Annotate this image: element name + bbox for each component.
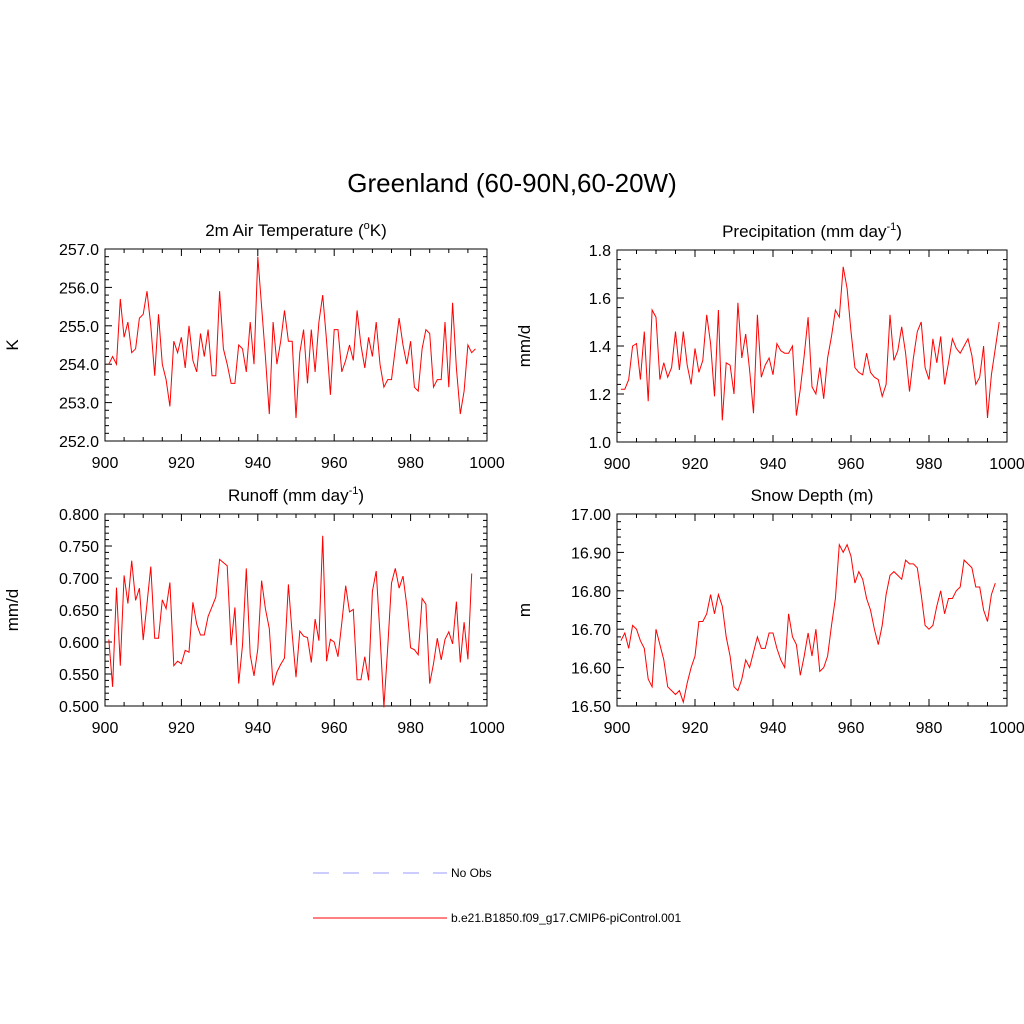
y-tick-label: 0.750: [59, 539, 99, 556]
y-tick-label: 1.0: [589, 435, 611, 452]
y-tick-label: 256.0: [59, 280, 99, 297]
plot-frame: [616, 513, 1008, 707]
panel-3: 900 920 940 960 980 1000 0.500 0.550 0.600 0.650 0…: [3, 485, 505, 737]
x-tick-label: 1000: [989, 456, 1024, 473]
x-tick-label: 960: [838, 720, 865, 737]
plot-frame: [616, 249, 1008, 443]
y-tick-label: 257.0: [59, 242, 99, 259]
y-tick-label: 254.0: [59, 357, 99, 374]
panel-title: Snow Depth (m): [751, 486, 874, 505]
x-tick-label: 960: [838, 456, 865, 473]
panel-title: Precipitation (mm day-1): [722, 221, 902, 241]
x-tick-label: 900: [604, 720, 631, 737]
y-axis-label: mm/d: [3, 589, 22, 632]
y-tick-label: 0.500: [59, 699, 99, 716]
x-tick-label: 1000: [469, 455, 505, 472]
series-line: [108, 256, 476, 419]
x-tick-label: 980: [916, 456, 943, 473]
x-tick-label: 940: [760, 456, 787, 473]
y-axis-label: m: [515, 603, 534, 617]
y-axis-label: K: [3, 339, 22, 351]
x-tick-label: 1000: [469, 720, 505, 737]
y-tick-label: 16.50: [571, 699, 611, 716]
legend: No Obs b.e21.B1850.f09_g17.CMIP6-piContro…: [313, 866, 681, 925]
y-tick-label: 252.0: [59, 434, 99, 451]
legend-label: b.e21.B1850.f09_g17.CMIP6-piControl.001: [451, 911, 681, 925]
y-tick-label: 0.800: [59, 507, 99, 524]
y-tick-label: 17.00: [571, 507, 611, 524]
series-line: [108, 535, 473, 708]
x-tick-label: 960: [321, 720, 348, 737]
x-tick-label: 960: [321, 455, 348, 472]
series-line: [620, 542, 996, 705]
x-tick-label: 920: [168, 720, 195, 737]
x-tick-label: 940: [244, 720, 271, 737]
y-tick-label: 0.650: [59, 603, 99, 620]
y-tick-label: 1.6: [589, 291, 611, 308]
panel-4: 900 920 940 960 980 1000 16.50 16.60 16.70 16.80 1…: [515, 486, 1024, 737]
x-tick-label: 980: [916, 720, 943, 737]
panel-2: 900 920 940 960 980 1000 1.0 1.2 1.4 1.6 1.8 Precip…: [515, 221, 1024, 473]
y-tick-label: 16.80: [571, 584, 611, 601]
y-tick-label: 16.90: [571, 545, 611, 562]
series-line: [620, 266, 1000, 421]
y-tick-label: 255.0: [59, 319, 99, 336]
y-tick-label: 16.70: [571, 622, 611, 639]
x-tick-label: 920: [682, 456, 709, 473]
x-tick-label: 1000: [989, 720, 1024, 737]
x-tick-label: 920: [168, 455, 195, 472]
x-tick-label: 980: [397, 455, 424, 472]
y-tick-label: 253.0: [59, 396, 99, 413]
y-tick-label: 0.550: [59, 667, 99, 684]
x-tick-label: 900: [92, 720, 119, 737]
panel-title: Runoff (mm day-1): [228, 485, 364, 505]
x-tick-label: 980: [397, 720, 424, 737]
x-tick-label: 920: [682, 720, 709, 737]
x-tick-label: 900: [604, 456, 631, 473]
x-tick-label: 900: [92, 455, 119, 472]
panel-1: 900 920 940 960 980 1000 252.0 253.0 254.0 255.0 2…: [3, 220, 505, 472]
panel-title: 2m Air Temperature (oK): [205, 220, 387, 240]
y-axis-label: mm/d: [515, 325, 534, 368]
y-tick-label: 1.4: [589, 339, 611, 356]
y-tick-label: 0.700: [59, 571, 99, 588]
figure-title: Greenland (60-90N,60-20W): [347, 168, 677, 198]
y-tick-label: 1.2: [589, 387, 611, 404]
y-tick-label: 16.60: [571, 661, 611, 678]
legend-label: No Obs: [451, 866, 492, 880]
x-tick-label: 940: [760, 720, 787, 737]
y-tick-label: 1.8: [589, 243, 611, 260]
y-tick-label: 0.600: [59, 635, 99, 652]
x-tick-label: 940: [244, 455, 271, 472]
